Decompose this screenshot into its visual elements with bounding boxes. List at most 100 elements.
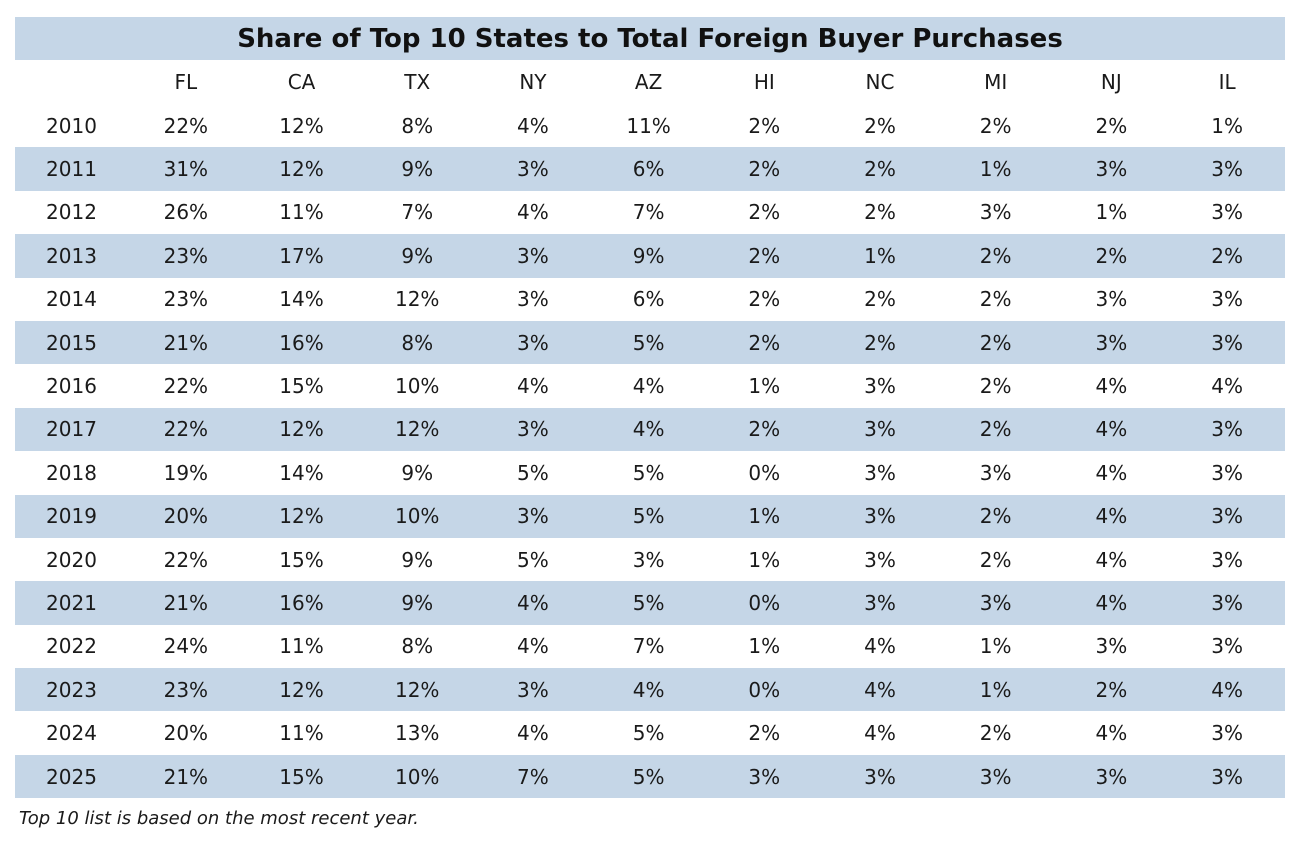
table-cell-tx: 12% (359, 407, 476, 452)
table-cell-ca: 12% (243, 147, 360, 191)
table-cell-tx: 10% (359, 754, 476, 799)
table-cell-fl: 31% (128, 147, 244, 191)
table-cell-il: 3% (1169, 581, 1285, 625)
row-year-label: 2022 (46, 634, 97, 659)
table-cell-fl: 22% (163, 113, 209, 138)
table-cell-ny: 4% (517, 721, 549, 746)
table-cell-az: 11% (626, 113, 671, 138)
table-cell-nj: 1% (1095, 200, 1128, 225)
table-cell-nc: 2% (822, 147, 938, 191)
table-cell-az: 9% (590, 234, 707, 278)
column-header-ca: CA (287, 70, 316, 94)
table-cell-hi: 0% (706, 581, 823, 625)
table-body: 2010 22% 12% 8% 4% 11% 2% 2% 2% 2% 1% 2011 31% 12% 9% 3… (15, 104, 1285, 799)
table-cell-fl: 22% (163, 374, 209, 399)
table-cell-il: 3% (1169, 407, 1285, 452)
table-cell-ca: 11% (279, 634, 324, 659)
table-cell-ny: 3% (475, 320, 591, 365)
table-cell-ny: 3% (517, 287, 549, 312)
table-cell-nc: 4% (822, 668, 938, 712)
table-cell-il: 3% (1169, 494, 1285, 538)
table-cell-hi: 2% (706, 320, 823, 365)
table-cell-ny: 7% (475, 754, 591, 799)
table-cell-az: 5% (632, 721, 665, 746)
table-cell-ny: 3% (475, 668, 591, 712)
table-cell-tx: 7% (401, 200, 434, 225)
table-cell-mi: 2% (937, 494, 1054, 538)
table-cell-az: 5% (590, 494, 707, 538)
row-year-label: 2023 (15, 668, 128, 712)
row-year-label: 2024 (46, 721, 97, 746)
table-row: 2013 23% 17% 9% 3% 9% 2% 1% 2% 2% 2% (15, 234, 1285, 278)
table-cell-mi: 3% (979, 460, 1012, 485)
row-year-label: 2018 (46, 460, 97, 485)
table-cell-il: 3% (1211, 460, 1243, 485)
table-cell-tx: 9% (359, 234, 476, 278)
table-cell-ny: 4% (517, 200, 549, 225)
table-cell-hi: 0% (706, 668, 823, 712)
table-cell-nc: 3% (822, 581, 938, 625)
table-cell-hi: 0% (748, 460, 781, 485)
table-cell-fl: 21% (128, 581, 244, 625)
table-cell-ca: 16% (243, 581, 360, 625)
table-title: Share of Top 10 States to Total Foreign … (15, 17, 1285, 60)
table-cell-mi: 2% (937, 407, 1054, 452)
table-cell-az: 4% (590, 407, 707, 452)
table-cell-ny: 4% (517, 374, 549, 399)
table-cell-nj: 4% (1095, 721, 1128, 746)
table-cell-nc: 2% (864, 113, 896, 138)
table-cell-hi: 2% (748, 721, 781, 746)
table-row: 2021 21% 16% 9% 4% 5% 0% 3% 3% 4% 3% (15, 581, 1285, 625)
table-row: 2016 22% 15% 10% 4% 4% 1% 3% 2% 4% 4% (15, 364, 1285, 407)
table-cell-il: 3% (1211, 287, 1243, 312)
row-year-label: 2020 (46, 547, 97, 572)
table-row: 2018 19% 14% 9% 5% 5% 0% 3% 3% 4% 3% (15, 451, 1285, 494)
table-cell-hi: 2% (706, 234, 823, 278)
table-cell-il: 3% (1211, 200, 1243, 225)
table-cell-tx: 13% (394, 721, 440, 746)
table-cell-nc: 4% (864, 634, 896, 659)
table-cell-fl: 22% (163, 547, 209, 572)
table-cell-az: 3% (632, 547, 665, 572)
table-row: 2015 21% 16% 8% 3% 5% 2% 2% 2% 3% 3% (15, 320, 1285, 365)
table-cell-tx: 8% (359, 320, 476, 365)
table-cell-mi: 2% (979, 721, 1012, 746)
table-cell-nj: 3% (1053, 320, 1170, 365)
table-cell-nj: 4% (1095, 547, 1128, 572)
table-cell-ca: 12% (243, 668, 360, 712)
table-cell-nj: 2% (1095, 113, 1128, 138)
table-cell-az: 4% (590, 668, 707, 712)
footnote: Top 10 list is based on the most recent … (19, 808, 419, 829)
column-header-nc: NC (865, 70, 895, 94)
row-year-label: 2013 (15, 234, 128, 278)
table-cell-mi: 2% (979, 287, 1012, 312)
table-cell-nc: 3% (822, 494, 938, 538)
table-cell-hi: 1% (748, 634, 781, 659)
table-cell-tx: 12% (394, 287, 440, 312)
table-cell-ca: 14% (279, 287, 324, 312)
table-cell-ny: 3% (475, 234, 591, 278)
table-cell-tx: 9% (401, 460, 434, 485)
table-cell-hi: 2% (706, 407, 823, 452)
column-header-fl: FL (174, 70, 198, 94)
table-cell-mi: 3% (979, 200, 1012, 225)
table-row: 2019 20% 12% 10% 3% 5% 1% 3% 2% 4% 3% (15, 494, 1285, 538)
table-row: 2024 20% 11% 13% 4% 5% 2% 4% 2% 4% 3% (15, 711, 1285, 754)
table-cell-az: 5% (590, 320, 707, 365)
table-cell-ny: 3% (475, 147, 591, 191)
table-cell-tx: 9% (401, 547, 434, 572)
table-cell-tx: 8% (401, 113, 434, 138)
table-cell-fl: 24% (163, 634, 209, 659)
table-cell-fl: 23% (128, 668, 244, 712)
table-cell-nc: 4% (864, 721, 896, 746)
table-cell-il: 3% (1211, 634, 1243, 659)
table-cell-fl: 21% (128, 754, 244, 799)
table-cell-hi: 2% (748, 200, 781, 225)
row-year-label: 2021 (15, 581, 128, 625)
table-cell-il: 3% (1211, 721, 1243, 746)
table-cell-nj: 2% (1053, 668, 1170, 712)
table-cell-az: 6% (590, 147, 707, 191)
row-year-label: 2010 (46, 113, 97, 138)
table-row: 2025 21% 15% 10% 7% 5% 3% 3% 3% 3% 3% (15, 754, 1285, 799)
table-cell-nj: 3% (1095, 287, 1128, 312)
